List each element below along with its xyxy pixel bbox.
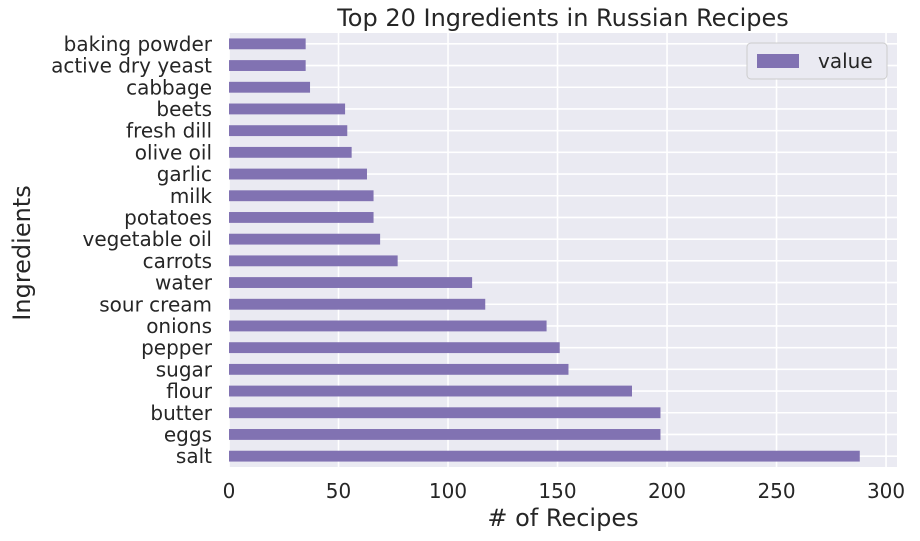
y-tick-label: onions [146, 314, 212, 338]
y-tick-label: cabbage [126, 75, 212, 99]
x-tick-label: 0 [223, 479, 236, 503]
y-tick-label: baking powder [64, 32, 213, 56]
y-tick-label: garlic [157, 162, 212, 186]
bar [229, 385, 632, 397]
x-tick-label: 150 [538, 479, 576, 503]
x-tick-label: 200 [648, 479, 686, 503]
x-tick-label: 300 [867, 479, 905, 503]
y-tick-label: salt [176, 444, 212, 468]
bar [229, 450, 860, 462]
bars [229, 38, 860, 462]
bar [229, 407, 661, 419]
bar [229, 320, 547, 332]
x-axis-label: # of Recipes [487, 504, 638, 532]
x-tick-label: 100 [429, 479, 467, 503]
bar [229, 81, 311, 93]
bar [229, 103, 346, 115]
bar [229, 146, 352, 158]
legend-box [746, 42, 888, 80]
bar [229, 363, 569, 375]
bar [229, 190, 374, 202]
y-tick-label: pepper [141, 336, 213, 360]
bar [229, 212, 374, 223]
y-axis-label: Ingredients [8, 185, 36, 320]
legend: value [746, 42, 888, 80]
y-tick-label: carrots [143, 249, 212, 273]
y-tick-label: olive oil [135, 140, 212, 164]
y-tick-label: fresh dill [126, 119, 212, 143]
bar [229, 429, 661, 440]
y-tick-labels: salteggsbutterfloursugarpepperonionssour… [51, 32, 213, 468]
legend-swatch [757, 54, 799, 68]
y-tick-label: eggs [164, 422, 212, 446]
y-tick-label: butter [150, 401, 212, 425]
bar [229, 255, 398, 267]
legend-label: value [818, 49, 873, 73]
y-tick-label: milk [170, 184, 213, 208]
chart-title: Top 20 Ingredients in Russian Recipes [336, 4, 789, 32]
x-tick-label: 250 [757, 479, 795, 503]
y-tick-label: sour cream [99, 292, 212, 316]
y-tick-label: vegetable oil [82, 227, 212, 251]
y-tick-label: active dry yeast [51, 54, 212, 78]
bar [229, 60, 306, 71]
y-tick-label: water [155, 271, 213, 295]
plot-area [229, 33, 897, 467]
y-tick-label: flour [166, 379, 213, 403]
bar [229, 342, 560, 354]
bar [229, 233, 381, 245]
bar [229, 277, 473, 288]
y-tick-label: potatoes [124, 205, 212, 229]
bar [229, 298, 486, 310]
y-tick-label: sugar [156, 357, 213, 381]
bar [229, 125, 348, 137]
x-tick-labels: 0 50 100 150 200 250 300 [223, 479, 906, 503]
x-tick-label: 50 [326, 479, 351, 503]
bar [229, 38, 306, 50]
y-tick-label: beets [156, 97, 212, 121]
bar [229, 168, 367, 180]
